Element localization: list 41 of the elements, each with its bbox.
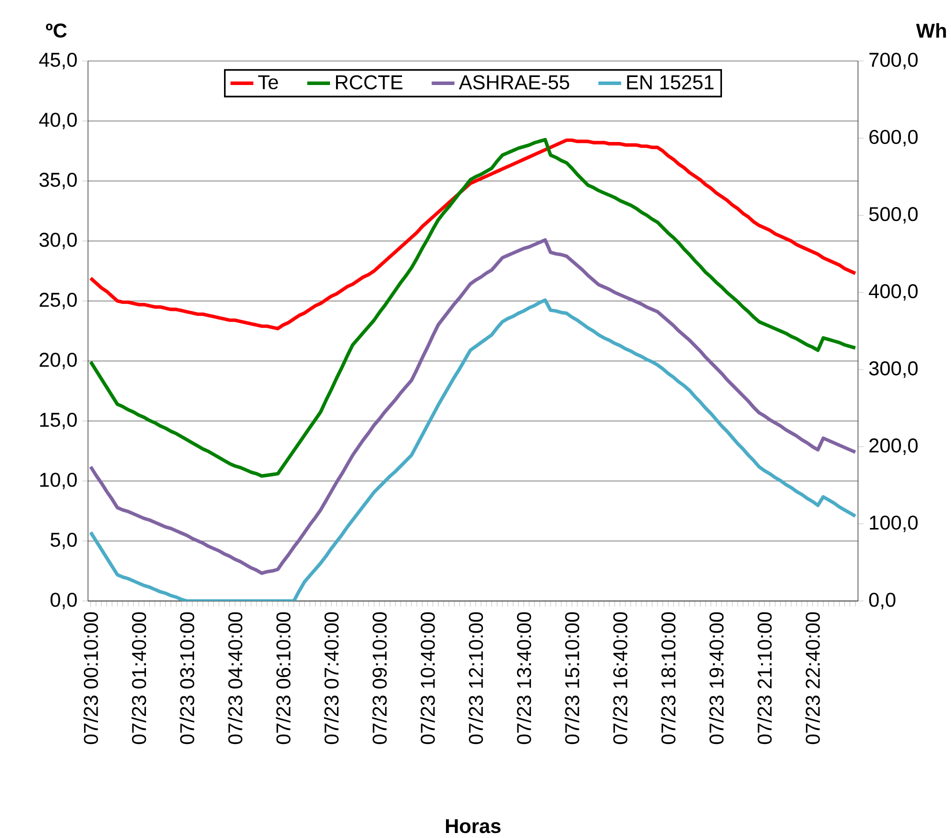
y-tick-label: 35,0 — [39, 172, 77, 190]
legend-label: Te — [258, 75, 278, 90]
x-tick-label: 07/23 06:10:00 — [276, 612, 291, 744]
x-tick-label: 07/23 00:10:00 — [83, 612, 98, 744]
y-tick-label: 15,0 — [40, 412, 77, 430]
x-tick-label: 07/23 07:40:00 — [324, 612, 339, 744]
y-axis-title: ºC — [46, 23, 67, 38]
y-tick-label: 40,0 — [39, 112, 77, 130]
x-tick-label: 07/23 03:10:00 — [180, 612, 194, 744]
legend-label: EN 15251 — [627, 75, 714, 90]
x-tick-label: 07/23 16:40:00 — [612, 612, 628, 744]
x-tick-label: 07/23 01:40:00 — [131, 612, 146, 744]
y-tick-label: 20,0 — [40, 352, 77, 370]
legend-label: ASHRAE-55 — [458, 75, 570, 90]
y-tick-label: 10,0 — [40, 472, 77, 490]
y2-tick-label: 0,0 — [869, 592, 896, 610]
y2-tick-label: 700,0 — [869, 52, 918, 70]
y2-tick-label: 500,0 — [869, 207, 918, 224]
y2-tick-label: 600,0 — [869, 130, 918, 146]
y-tick-label: 30,0 — [39, 232, 77, 250]
y-tick-label: 25,0 — [40, 292, 77, 310]
y2-tick-label: 100,0 — [870, 516, 918, 532]
y2-tick-label: 400,0 — [868, 284, 918, 301]
x-tick-label: 07/23 09:10:00 — [372, 612, 387, 744]
x-tick-label: 07/23 04:40:00 — [228, 612, 242, 744]
x-tick-label: 07/23 22:40:00 — [805, 612, 820, 744]
x-tick-label: 07/23 10:40:00 — [420, 612, 435, 744]
legend-label: RCCTE — [336, 75, 402, 90]
x-tick-label: 07/23 19:40:00 — [708, 612, 724, 744]
y-tick-label: 5,0 — [50, 532, 77, 550]
x-tick-label: 07/23 18:10:00 — [660, 612, 676, 744]
y2-tick-label: 300,0 — [869, 361, 918, 378]
x-tick-label: 07/23 15:10:00 — [564, 612, 580, 744]
y2-tick-label: 200,0 — [869, 438, 918, 455]
y-tick-label: 45,0 — [39, 52, 77, 70]
x-tick-label: 07/23 13:40:00 — [516, 612, 532, 744]
x-axis-title: Horas — [446, 819, 501, 834]
x-tick-label: 07/23 12:10:00 — [468, 612, 484, 744]
y2-axis-title: Wh — [916, 23, 946, 38]
x-tick-label: 07/23 21:10:00 — [757, 612, 772, 744]
y-tick-label: 0,0 — [50, 592, 77, 610]
